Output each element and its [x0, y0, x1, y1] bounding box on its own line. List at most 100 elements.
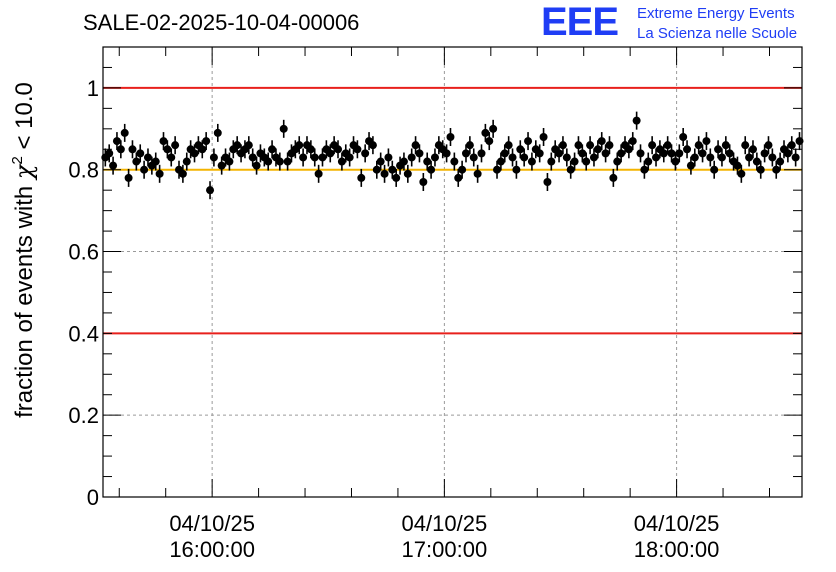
data-point — [582, 152, 591, 171]
data-point — [299, 148, 308, 167]
point-marker — [337, 157, 346, 166]
point-marker — [741, 141, 750, 150]
data-point — [524, 132, 533, 151]
point-marker — [617, 149, 626, 158]
x-tick-label-time: 17:00:00 — [402, 537, 488, 562]
data-point — [345, 148, 354, 167]
point-marker — [648, 141, 657, 150]
point-marker — [477, 149, 486, 158]
point-marker — [683, 145, 692, 154]
data-point — [574, 136, 583, 155]
point-marker — [566, 165, 575, 174]
data-point — [233, 136, 242, 155]
data-point — [217, 156, 226, 175]
data-point — [783, 144, 792, 163]
data-point — [493, 160, 502, 179]
data-point — [683, 140, 692, 159]
data-point — [334, 140, 343, 159]
point-marker — [613, 157, 622, 166]
data-point — [578, 144, 587, 163]
point-marker — [582, 157, 591, 166]
point-marker — [764, 141, 773, 150]
data-point — [357, 168, 366, 187]
point-marker — [667, 149, 676, 158]
data-point — [636, 144, 645, 163]
data-point — [244, 136, 253, 155]
data-point — [461, 144, 470, 163]
data-point — [694, 136, 703, 155]
data-point — [737, 164, 746, 183]
point-marker — [675, 149, 684, 158]
data-point — [198, 140, 207, 159]
point-marker — [209, 153, 218, 162]
data-point — [679, 128, 688, 146]
point-marker — [671, 157, 680, 166]
data-point — [644, 152, 653, 171]
point-marker — [155, 169, 164, 178]
data-point — [140, 160, 149, 179]
data-point — [555, 144, 564, 163]
data-point — [752, 152, 761, 171]
point-marker — [597, 137, 606, 146]
point-marker — [124, 173, 133, 182]
data-point — [609, 168, 618, 187]
data-point — [717, 148, 726, 167]
point-marker — [120, 128, 129, 137]
point-marker — [450, 157, 459, 166]
data-point — [648, 136, 657, 155]
point-marker — [403, 169, 412, 178]
y-axis-label: fraction of events with χ2 < 10.0 — [9, 82, 38, 418]
data-point — [353, 140, 362, 159]
data-point — [159, 132, 168, 151]
data-point — [512, 160, 521, 179]
data-point — [446, 128, 455, 146]
y-tick-label: 1 — [87, 76, 99, 101]
point-marker — [279, 124, 288, 133]
point-marker — [458, 165, 467, 174]
data-point — [741, 136, 750, 155]
data-point — [202, 132, 211, 151]
data-point — [190, 144, 199, 163]
point-marker — [225, 157, 234, 166]
data-point — [624, 140, 633, 159]
data-point — [539, 128, 548, 146]
y-tick-label: 0.2 — [68, 403, 99, 428]
data-point — [423, 152, 432, 171]
data-point — [283, 152, 292, 171]
grid-lines — [103, 47, 802, 497]
data-point — [392, 168, 401, 187]
point-marker — [182, 157, 191, 166]
point-marker — [562, 153, 571, 162]
point-marker — [105, 149, 114, 158]
plot-frame — [102, 46, 803, 498]
point-marker — [283, 157, 292, 166]
data-point — [376, 152, 385, 171]
data-point — [570, 152, 579, 171]
point-marker — [202, 137, 211, 146]
point-marker — [690, 153, 699, 162]
point-marker — [605, 141, 614, 150]
point-marker — [357, 173, 366, 182]
point-marker — [628, 137, 637, 146]
point-marker — [248, 153, 257, 162]
point-marker — [679, 133, 688, 141]
point-marker — [756, 165, 765, 174]
data-point — [706, 148, 715, 167]
data-point — [279, 119, 288, 138]
data-point — [399, 152, 408, 171]
data-point — [593, 140, 602, 159]
data-point — [597, 132, 606, 151]
data-point — [721, 136, 730, 155]
y-tick-label: 0.8 — [68, 158, 99, 183]
point-marker — [295, 141, 304, 150]
point-marker — [334, 145, 343, 154]
data-point — [725, 144, 734, 163]
point-marker — [791, 153, 800, 162]
data-point — [430, 148, 439, 167]
point-marker — [733, 161, 742, 170]
point-marker — [555, 149, 564, 158]
data-point — [116, 140, 125, 159]
data-point — [112, 132, 121, 151]
point-marker — [310, 153, 319, 162]
data-point — [558, 136, 567, 155]
